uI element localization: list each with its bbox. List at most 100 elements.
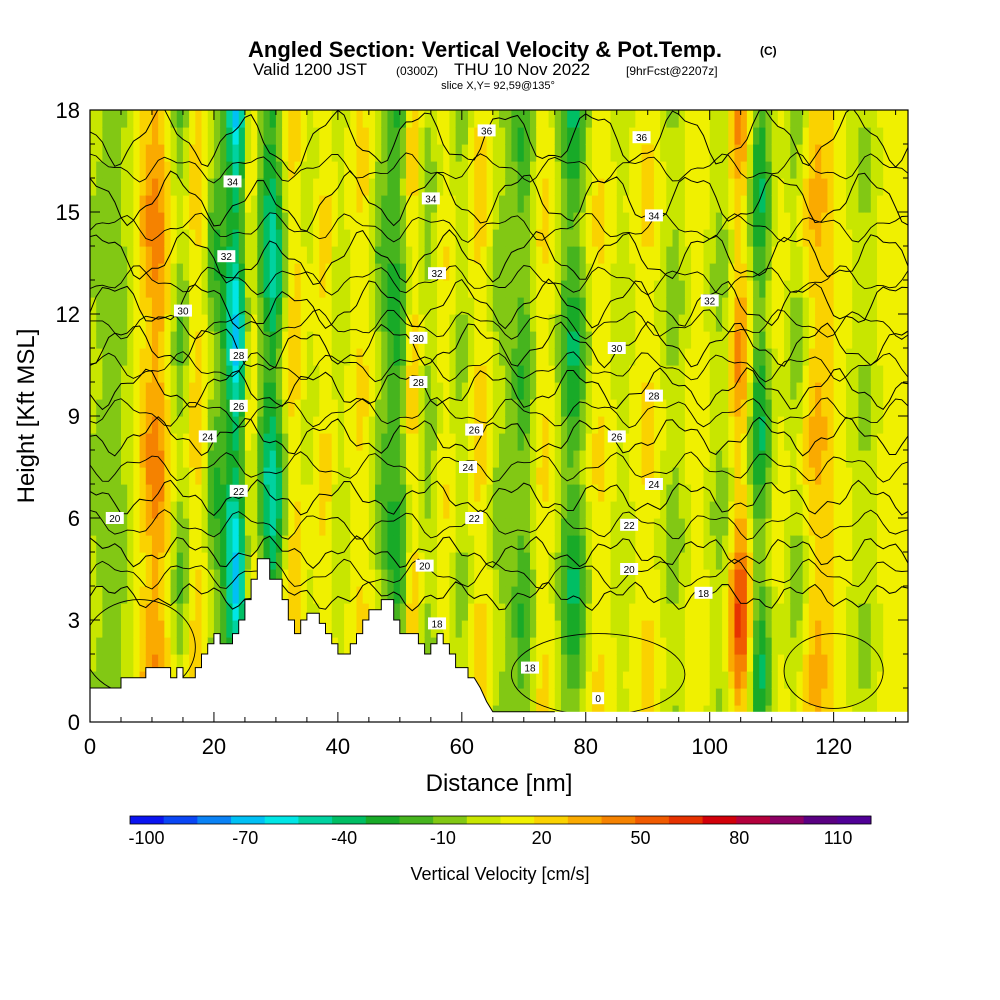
slice-info: slice X,Y= 92,59@135° [441, 80, 555, 92]
velocity-cell [480, 144, 488, 162]
velocity-cell [151, 110, 159, 128]
velocity-cell [368, 280, 376, 298]
velocity-cell [226, 127, 234, 145]
svg-text:36: 36 [481, 126, 493, 137]
velocity-cell [325, 433, 333, 451]
velocity-cell [511, 416, 519, 434]
velocity-cell [294, 467, 302, 485]
velocity-cell [777, 110, 785, 128]
velocity-cell [579, 229, 587, 247]
velocity-cell [895, 433, 903, 451]
velocity-cell [641, 110, 649, 128]
velocity-cell [213, 314, 221, 332]
velocity-cell [430, 433, 438, 451]
velocity-cell [511, 535, 519, 553]
velocity-cell [641, 416, 649, 434]
velocity-cell [393, 382, 401, 400]
velocity-cell [517, 178, 525, 196]
velocity-cell [777, 637, 785, 655]
velocity-cell [424, 297, 432, 315]
velocity-cell [232, 297, 240, 315]
velocity-cell [195, 195, 203, 213]
velocity-cell [486, 144, 494, 162]
velocity-cell [722, 501, 729, 519]
velocity-cell [759, 365, 767, 383]
velocity-cell [598, 382, 605, 400]
velocity-cell [734, 416, 742, 434]
velocity-cell [635, 331, 643, 349]
velocity-cell [722, 195, 729, 213]
velocity-cell [499, 263, 506, 281]
velocity-cell [319, 263, 327, 281]
velocity-cell [294, 416, 302, 434]
velocity-cell [306, 263, 314, 281]
velocity-cell [449, 382, 457, 400]
velocity-cell [697, 280, 705, 298]
velocity-cell [344, 501, 351, 519]
velocity-cell [399, 382, 407, 400]
velocity-cell [536, 586, 543, 604]
velocity-cell [765, 246, 773, 264]
velocity-cell [691, 399, 698, 417]
velocity-cell [883, 688, 891, 706]
velocity-cell [784, 620, 791, 638]
velocity-cell [517, 314, 525, 332]
velocity-cell [846, 178, 853, 196]
velocity-cell [344, 484, 351, 502]
velocity-cell [802, 365, 810, 383]
velocity-cell [170, 212, 178, 230]
velocity-cell [870, 297, 878, 315]
velocity-cell [598, 144, 605, 162]
velocity-cell [182, 314, 190, 332]
velocity-cell [499, 450, 506, 468]
velocity-cell [306, 314, 314, 332]
velocity-cell [560, 569, 568, 587]
velocity-cell [108, 331, 116, 349]
velocity-cell [567, 399, 574, 417]
velocity-cell [96, 467, 103, 485]
velocity-cell [220, 195, 227, 213]
x-tick-label: 120 [815, 734, 852, 759]
velocity-cell [759, 297, 767, 315]
velocity-cell [282, 331, 289, 349]
velocity-cell [808, 603, 816, 621]
contour-30 [90, 278, 908, 330]
velocity-cell [740, 501, 748, 519]
velocity-cell [901, 331, 908, 349]
velocity-cell [722, 467, 729, 485]
velocity-cell [827, 331, 835, 349]
colorbar-swatch [399, 816, 434, 824]
velocity-cell [337, 484, 345, 502]
velocity-cell [182, 586, 190, 604]
velocity-cell [511, 110, 519, 128]
velocity-cell [697, 433, 705, 451]
velocity-cell [777, 212, 785, 230]
velocity-cell [387, 399, 395, 417]
velocity-cell [536, 603, 543, 621]
velocity-cell [288, 178, 296, 196]
velocity-cell [585, 416, 593, 434]
velocity-cell [263, 535, 271, 553]
velocity-cell [461, 127, 469, 145]
velocity-cell [647, 603, 655, 621]
velocity-cell [709, 161, 717, 179]
velocity-cell [740, 331, 748, 349]
colorbar-swatch [567, 816, 603, 824]
velocity-cell [728, 280, 736, 298]
velocity-cell [251, 348, 258, 366]
velocity-cell [598, 348, 605, 366]
velocity-cell [839, 229, 847, 247]
velocity-cell [319, 178, 327, 196]
velocity-cell [461, 603, 469, 621]
velocity-cell [220, 348, 227, 366]
velocity-cell [560, 195, 568, 213]
velocity-cell [207, 365, 215, 383]
velocity-cell [331, 535, 339, 553]
velocity-cell [300, 416, 308, 434]
velocity-cell [127, 654, 134, 672]
velocity-cell [344, 331, 351, 349]
velocity-cell [579, 212, 587, 230]
velocity-cell [746, 314, 754, 332]
velocity-cell [182, 620, 190, 638]
velocity-cell [635, 569, 643, 587]
